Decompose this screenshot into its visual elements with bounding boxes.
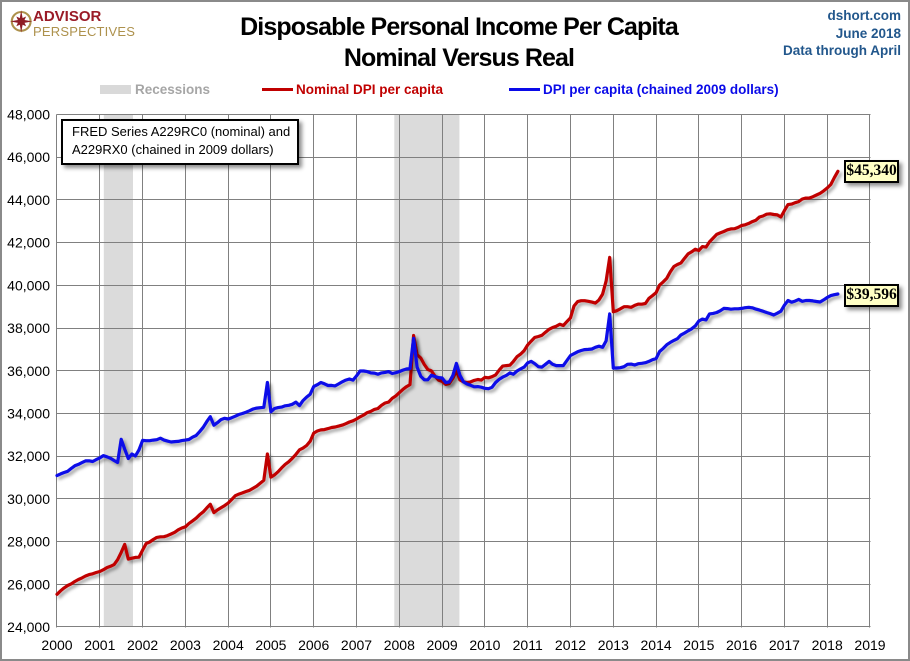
svg-text:44,000: 44,000: [7, 192, 50, 208]
svg-text:2018: 2018: [812, 637, 843, 653]
svg-text:2015: 2015: [683, 637, 714, 653]
svg-text:2004: 2004: [213, 637, 244, 653]
svg-text:32,000: 32,000: [7, 448, 50, 464]
svg-text:2003: 2003: [170, 637, 201, 653]
svg-text:46,000: 46,000: [7, 149, 50, 165]
svg-text:2002: 2002: [127, 637, 158, 653]
svg-text:2001: 2001: [84, 637, 115, 653]
svg-text:36,000: 36,000: [7, 363, 50, 379]
svg-text:2008: 2008: [384, 637, 415, 653]
svg-text:2017: 2017: [769, 637, 800, 653]
svg-text:28,000: 28,000: [7, 534, 50, 550]
svg-text:42,000: 42,000: [7, 235, 50, 251]
svg-text:2012: 2012: [555, 637, 586, 653]
svg-text:2019: 2019: [854, 637, 885, 653]
svg-text:2007: 2007: [341, 637, 372, 653]
svg-text:24,000: 24,000: [7, 619, 50, 635]
svg-text:34,000: 34,000: [7, 406, 50, 422]
svg-text:2010: 2010: [469, 637, 500, 653]
svg-text:48,000: 48,000: [7, 107, 50, 123]
svg-text:40,000: 40,000: [7, 277, 50, 293]
svg-text:2016: 2016: [726, 637, 757, 653]
svg-text:2014: 2014: [641, 637, 672, 653]
svg-text:2009: 2009: [427, 637, 458, 653]
svg-text:26,000: 26,000: [7, 576, 50, 592]
svg-text:2005: 2005: [255, 637, 286, 653]
svg-text:2006: 2006: [298, 637, 329, 653]
svg-text:2013: 2013: [598, 637, 629, 653]
svg-text:2011: 2011: [513, 637, 543, 653]
svg-text:38,000: 38,000: [7, 320, 50, 336]
svg-text:30,000: 30,000: [7, 491, 50, 507]
svg-text:2000: 2000: [41, 637, 72, 653]
